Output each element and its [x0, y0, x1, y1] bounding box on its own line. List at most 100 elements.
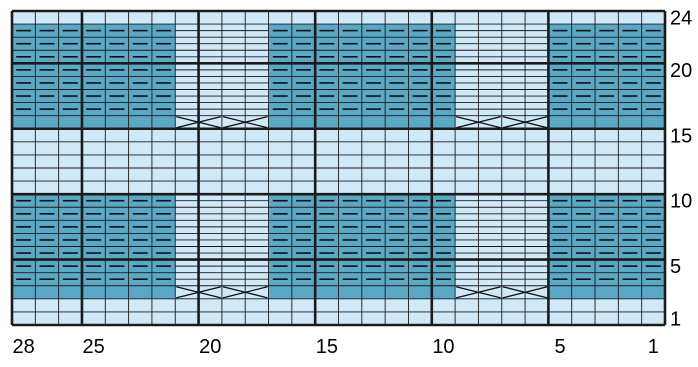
stitch-cell	[268, 285, 292, 299]
stitch-cell	[361, 11, 386, 25]
grid-layer	[10, 9, 667, 327]
stitch-cell	[525, 181, 549, 195]
stitch-cell	[525, 311, 549, 325]
stitch-cell	[151, 115, 176, 129]
stitch-cell	[525, 154, 549, 168]
stitch-cell	[455, 115, 479, 129]
stitch-cell	[291, 181, 316, 195]
stitch-cell	[338, 285, 362, 299]
stitch-cell	[151, 11, 176, 25]
stitch-cell	[35, 115, 59, 129]
stitch-cell	[175, 11, 199, 25]
stitch-cell	[548, 11, 572, 25]
stitch-cell	[268, 154, 292, 168]
stitch-cell	[245, 141, 269, 155]
stitch-cell	[385, 311, 409, 325]
stitch-cell	[571, 11, 596, 25]
stitch-cell	[501, 11, 526, 25]
stitch-cell	[361, 141, 386, 155]
stitch-cell	[105, 298, 129, 312]
stitch-cell	[151, 181, 176, 195]
stitch-cell	[151, 141, 176, 155]
stitch-cell	[81, 298, 106, 312]
stitch-cell	[618, 311, 642, 325]
stitch-cell	[128, 311, 152, 325]
stitch-cell	[221, 115, 246, 129]
stitch-cell	[385, 298, 409, 312]
stitch-cell	[35, 168, 59, 182]
stitch-cell	[315, 154, 339, 168]
stitch-cell	[501, 128, 526, 142]
stitch-cell	[478, 11, 502, 25]
stitch-cell	[105, 181, 129, 195]
stitch-cell	[268, 168, 292, 182]
stitch-cell	[595, 128, 619, 142]
stitch-cell	[478, 168, 502, 182]
stitch-cell	[58, 11, 82, 25]
stitch-cell	[431, 285, 456, 299]
stitch-cell	[58, 154, 82, 168]
stitch-cell	[408, 115, 432, 129]
stitch-cell	[12, 285, 36, 299]
y-tick-label: 15	[670, 125, 692, 147]
stitch-cell	[641, 311, 665, 325]
stitch-cell	[408, 181, 432, 195]
stitch-cell	[315, 311, 339, 325]
stitch-cell	[548, 285, 572, 299]
stitch-cell	[571, 154, 596, 168]
stitch-cell	[175, 168, 199, 182]
stitch-cell	[408, 11, 432, 25]
stitch-cell	[58, 115, 82, 129]
stitch-cell	[128, 168, 152, 182]
stitch-cell	[128, 115, 152, 129]
stitch-cell	[595, 285, 619, 299]
stitch-cell	[175, 298, 199, 312]
stitch-cell	[525, 11, 549, 25]
stitch-cell	[35, 285, 59, 299]
stitch-cell	[455, 128, 479, 142]
stitch-cell	[525, 298, 549, 312]
x-tick-label: 25	[83, 336, 105, 358]
stitch-cell	[338, 11, 362, 25]
stitch-cell	[571, 285, 596, 299]
stitch-cell	[81, 168, 106, 182]
stitch-cell	[198, 154, 222, 168]
stitch-cell	[81, 154, 106, 168]
stitch-cell	[595, 141, 619, 155]
stitch-cell	[525, 128, 549, 142]
x-tick-label: 10	[432, 336, 454, 358]
stitch-cell	[478, 181, 502, 195]
stitch-cell	[151, 168, 176, 182]
stitch-cell	[385, 168, 409, 182]
stitch-cell	[12, 311, 36, 325]
stitch-cell	[548, 298, 572, 312]
stitch-cell	[431, 11, 456, 25]
stitch-cell	[105, 11, 129, 25]
stitch-cell	[105, 311, 129, 325]
stitch-cell	[198, 285, 222, 299]
stitch-cell	[361, 298, 386, 312]
stitch-cell	[408, 311, 432, 325]
stitch-cell	[105, 128, 129, 142]
stitch-cell	[595, 298, 619, 312]
stitch-cell	[338, 115, 362, 129]
y-tick-label: 1	[670, 308, 681, 330]
stitch-cell	[291, 154, 316, 168]
stitch-cell	[525, 285, 549, 299]
x-tick-label: 15	[316, 336, 338, 358]
stitch-cell	[361, 168, 386, 182]
stitch-cell	[548, 141, 572, 155]
stitch-cell	[385, 11, 409, 25]
stitch-cell	[81, 181, 106, 195]
stitch-cell	[315, 168, 339, 182]
stitch-cell	[291, 285, 316, 299]
stitch-cell	[315, 285, 339, 299]
stitch-cell	[221, 181, 246, 195]
stitch-cell	[641, 298, 665, 312]
stitch-cell	[12, 154, 36, 168]
stitch-cell	[58, 128, 82, 142]
stitch-cell	[198, 181, 222, 195]
stitch-cell	[361, 115, 386, 129]
